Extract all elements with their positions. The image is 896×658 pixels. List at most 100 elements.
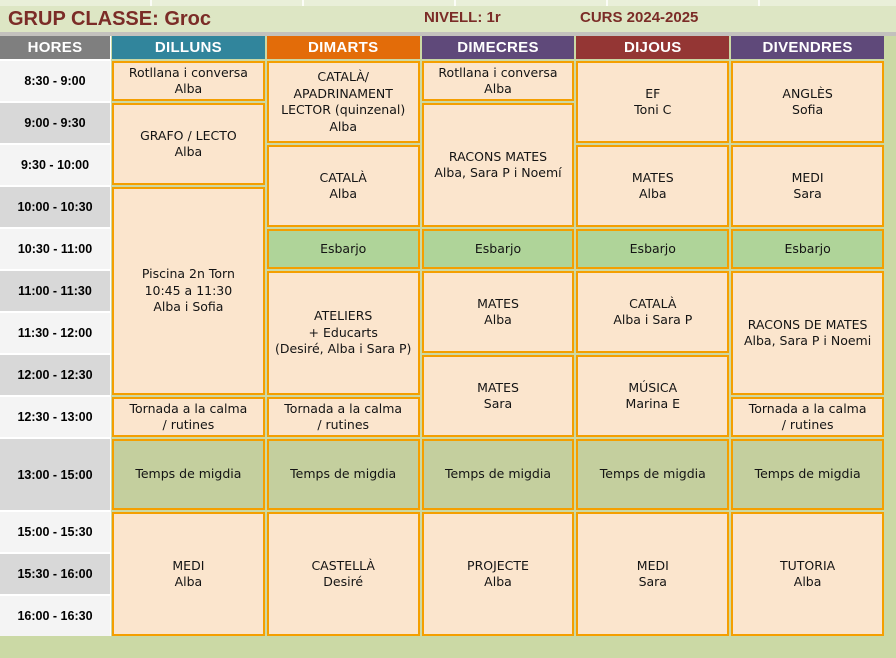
cell-text-line: Alba [174,81,203,96]
cell-text-line: (Desiré, Alba i Sara P) [274,341,412,357]
cell-text-line: Sara [638,574,667,589]
cell-text-line: Alba [638,186,667,201]
cell-dilluns-r8: Tornada a la calma / rutines [112,397,265,437]
cell-divendres-r5: RACONS DE MATES Alba, Sara P i Noemi [731,271,884,395]
cell-text-line: Tornada a la calma [748,400,867,416]
hour-cell-r2: 9:30 - 10:00 [0,145,110,185]
cell-text-line: Alba [174,574,203,589]
cell-dimarts-r10: CASTELLÀ Desiré [266,512,420,636]
cell-dimarts-r0: CATALÀ/APADRINAMENT LECTOR (quinzenal) Alb… [266,61,420,143]
cell-text-line: Alba [329,118,357,134]
hour-cell-r11: 15:30 - 16:00 [0,554,110,594]
cell-text-line: EF [645,85,661,101]
hour-cell-r8: 12:30 - 13:00 [0,397,110,437]
cell-divendres-r8: Tornada a la calma / rutines [731,397,884,437]
cell-text-line: Marina E [625,396,681,411]
hour-cell-r7: 12:00 - 12:30 [0,355,110,395]
cell-text-line: Esbarjo [629,240,676,256]
cell-dimarts-r8: Tornada a la calma / rutines [266,397,420,437]
cell-text-line: 10:45 a 11:30 [144,282,233,298]
cell-dimarts-r5: ATELIERS + Educarts (Desiré, Alba i Sara P… [266,271,420,395]
cell-text-line: Desiré [323,574,364,589]
cell-text-line: Esbarjo [474,240,522,256]
cell-divendres-r0: ANGLÈS Sofia [731,61,884,143]
cell-text-line: Piscina 2n Torn [141,266,235,282]
cell-dimecres-r7: MATES Sara [421,355,575,437]
cell-dilluns-r1: GRAFO / LECTO Alba [112,103,265,185]
cell-dijous-r10: MEDI Sara [576,512,730,636]
cell-text-line: + Educarts [308,324,378,340]
course-year-label: CURS 2024-2025 [580,9,699,26]
hour-cell-r0: 8:30 - 9:00 [0,61,110,101]
cell-dilluns-r0: Rotllana i conversa Alba [112,61,265,101]
cell-dimecres-r9: Temps de migdia [421,439,575,510]
day-header-divendres: DIVENDRES [731,36,884,59]
day-header-dilluns: DILLUNS [112,36,265,59]
cell-text-line: TUTORIA [780,557,836,573]
hour-cell-r4: 10:30 - 11:00 [0,229,110,269]
cell-dilluns-r3: Piscina 2n Torn 10:45 a 11:30 Alba i Sofia [112,187,265,395]
level-label: NIVELL: 1r [424,9,501,26]
cell-text-line: Esbarjo [320,240,367,256]
cell-dimarts-r4: Esbarjo [266,229,420,269]
cell-dilluns-r10: MEDI Alba [112,512,265,636]
cell-dilluns-r9: Temps de migdia [112,439,265,510]
cell-text-line: ANGLÈS [782,85,833,101]
cell-text-line: Alba i Sara P [613,312,693,327]
cell-dijous-r4: Esbarjo [576,229,730,269]
cell-text-line: Sara [793,186,822,201]
cell-text-line: Toni C [634,102,672,117]
cell-divendres-r9: Temps de migdia [731,439,884,510]
cell-text-line: Temps de migdia [135,466,242,482]
cell-dimecres-r1: RACONS MATES Alba, Sara P i Noemí [421,103,575,227]
cell-text-line: PROJECTE [467,557,529,573]
day-header-dijous: DIJOUS [576,36,730,59]
cell-text-line: MEDI [791,169,824,185]
cell-text-line: / rutines [162,417,215,432]
cell-dijous-r0: EF Toni C [576,61,730,143]
cell-text-line: GRAFO / LECTO [140,127,237,143]
hour-cell-r5: 11:00 - 11:30 [0,271,110,311]
cell-text-line: MATES [477,295,519,311]
cell-text-line: Temps de migdia [444,466,552,482]
cell-text-line: MEDI [172,557,205,573]
page-title: GRUP CLASSE: Groc [8,7,211,30]
top-margin-strip [0,0,896,6]
cell-text-line: Temps de migdia [290,466,397,482]
cell-text-line: MATES [477,379,519,395]
cell-text-line: Alba i Sofia [153,299,224,315]
cell-text-line: RACONS MATES [448,148,548,164]
timetable-page: GRUP CLASSE: Groc NIVELL: 1r CURS 2024-2… [0,0,896,636]
cell-text-line: MÚSICA [628,379,678,395]
cell-text-line: Temps de migdia [599,466,706,482]
hour-cell-r3: 10:00 - 10:30 [0,187,110,227]
cell-dimarts-r9: Temps de migdia [266,439,420,510]
cell-text-line: RACONS DE MATES [747,316,868,332]
day-header-dimecres: DIMECRES [421,36,575,59]
hours-column-header: HORES [0,36,110,59]
cell-dimecres-r10: PROJECTE Alba [421,512,575,636]
cell-dimecres-r5: MATES Alba [421,271,575,353]
cell-text-line: / rutines [781,417,834,432]
cell-text-line: Alba [174,144,203,159]
cell-text-line: Tornada a la calma [284,400,403,416]
cell-text-line: ATELIERS [314,308,373,324]
day-header-dimarts: DIMARTS [266,36,420,59]
cell-text-line: Alba [329,186,357,201]
cell-text-line: Sara [483,396,513,411]
cell-text-line: Rotllana i conversa [128,64,248,80]
cell-text-line: Alba, Sara P i Noemi [743,333,872,348]
hour-cell-r10: 15:00 - 15:30 [0,512,110,552]
cell-text-line: Tornada a la calma [129,400,248,416]
cell-dijous-r9: Temps de migdia [576,439,730,510]
cell-dijous-r5: CATALÀ Alba i Sara P [576,271,730,353]
timetable-grid: HORES DILLUNS DIMARTS DIMECRES DIJOUS DIVENDR… [0,36,884,636]
cell-dijous-r7: MÚSICA Marina E [576,355,730,437]
cell-text-line: Temps de migdia [754,466,861,482]
hour-cell-r1: 9:00 - 9:30 [0,103,110,143]
cell-dimecres-r0: Rotllana i conversa Alba [421,61,575,101]
cell-text-line: Alba, Sara P i Noemí [434,165,562,180]
cell-text-line: MATES [631,169,674,185]
divider-strip [0,32,896,36]
cell-divendres-r4: Esbarjo [731,229,884,269]
